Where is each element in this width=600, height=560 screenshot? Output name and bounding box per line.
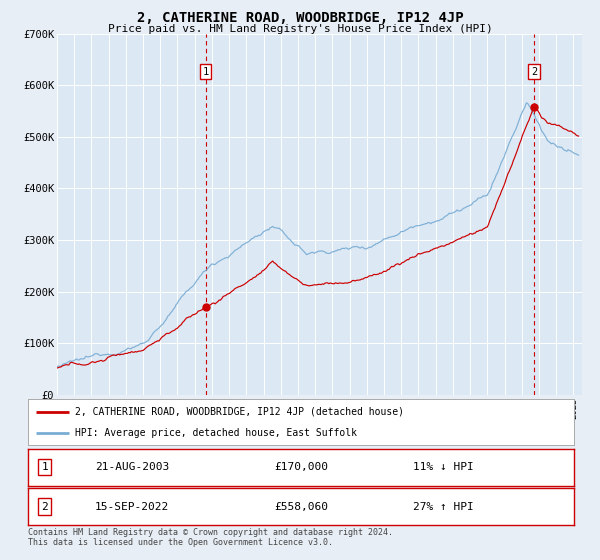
Text: Price paid vs. HM Land Registry's House Price Index (HPI): Price paid vs. HM Land Registry's House …	[107, 24, 493, 34]
Text: 1: 1	[41, 463, 48, 472]
Text: 2: 2	[41, 502, 48, 511]
Text: 1: 1	[203, 67, 209, 77]
Text: Contains HM Land Registry data © Crown copyright and database right 2024.
This d: Contains HM Land Registry data © Crown c…	[28, 528, 393, 547]
Text: 2: 2	[531, 67, 537, 77]
Text: 2, CATHERINE ROAD, WOODBRIDGE, IP12 4JP (detached house): 2, CATHERINE ROAD, WOODBRIDGE, IP12 4JP …	[74, 407, 404, 417]
Text: 27% ↑ HPI: 27% ↑ HPI	[413, 502, 473, 511]
Text: 21-AUG-2003: 21-AUG-2003	[95, 463, 169, 472]
Text: 11% ↓ HPI: 11% ↓ HPI	[413, 463, 473, 472]
Text: HPI: Average price, detached house, East Suffolk: HPI: Average price, detached house, East…	[74, 428, 356, 438]
Text: 2, CATHERINE ROAD, WOODBRIDGE, IP12 4JP: 2, CATHERINE ROAD, WOODBRIDGE, IP12 4JP	[137, 11, 463, 25]
Text: £558,060: £558,060	[274, 502, 328, 511]
Text: 15-SEP-2022: 15-SEP-2022	[95, 502, 169, 511]
Text: £170,000: £170,000	[274, 463, 328, 472]
